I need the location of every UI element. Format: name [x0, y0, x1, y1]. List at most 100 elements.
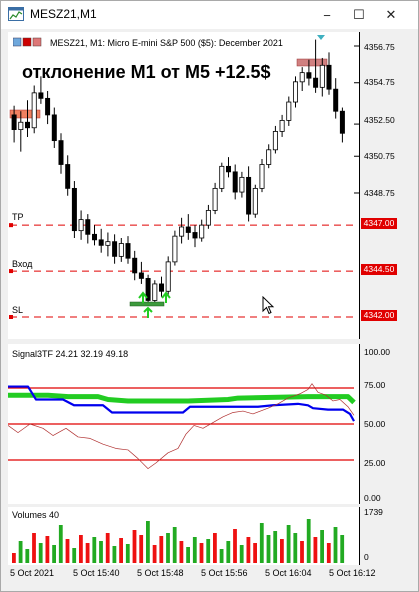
volume-bar: [320, 530, 324, 563]
volume-bar: [105, 533, 110, 563]
candle-body: [313, 77, 319, 88]
volume-bar: [199, 543, 204, 563]
candle-body: [299, 72, 305, 83]
candle-body: [279, 120, 285, 132]
volume-bar: [125, 544, 130, 563]
volume-bar: [72, 548, 77, 563]
volume-bar: [213, 533, 217, 563]
volume-bar: [166, 533, 170, 563]
candle-body: [138, 272, 144, 279]
maximize-button[interactable]: ☐: [344, 3, 374, 27]
price-chart-canvas[interactable]: [8, 32, 360, 339]
candle-body: [145, 278, 151, 301]
candle-body: [78, 219, 84, 232]
volume-bar: [65, 539, 70, 563]
candle-body: [179, 226, 185, 237]
candle-body: [105, 241, 111, 246]
volume-bar: [152, 545, 157, 563]
volume-bar: [326, 543, 331, 563]
buy-arrow-icon: [138, 291, 148, 303]
volume-bar: [52, 545, 56, 563]
volume-bar: [340, 535, 345, 563]
candle-body: [232, 171, 238, 193]
title-bar[interactable]: MESZ21,M1 − ☐ ✕: [1, 1, 418, 29]
candle-body: [152, 283, 158, 301]
volume-bar: [293, 533, 298, 563]
volume-bar: [206, 539, 211, 563]
chart-window-icon: [8, 7, 24, 21]
sl-line-label: SL: [12, 305, 24, 315]
candle-body: [185, 226, 191, 233]
candle-body: [38, 92, 44, 99]
indicator-axis-label: 50.00: [364, 419, 386, 429]
volume-bar: [192, 537, 197, 563]
time-axis-label: 5 Oct 15:56: [201, 568, 248, 578]
zone-marker-left: [9, 109, 41, 119]
candle-body: [11, 114, 17, 130]
volume-bar: [266, 535, 271, 563]
candle-body: [333, 88, 339, 112]
volume-bar: [186, 547, 190, 563]
sl-price-tag: 4342.00: [361, 310, 397, 321]
level-marker: [9, 315, 13, 319]
candle-body: [326, 64, 332, 90]
candle-body: [205, 210, 211, 226]
close-icon: ✕: [385, 7, 397, 22]
indicator-canvas[interactable]: [8, 344, 360, 504]
volume-axis-label: 1739: [364, 507, 383, 517]
candle-body: [65, 164, 71, 189]
top-marker-icon: [317, 35, 325, 40]
volume-axis-label: 0: [364, 552, 369, 562]
volume-bar: [239, 545, 244, 563]
indicator-axis-label: 75.00: [364, 380, 386, 390]
candle-body: [71, 187, 77, 232]
candle-body: [45, 97, 51, 116]
candle-body: [252, 187, 258, 215]
price-axis-label: 4356.75: [364, 42, 395, 52]
candle-body: [24, 121, 30, 129]
candle-body: [199, 224, 205, 239]
volume-bar: [333, 527, 338, 563]
candle-body: [192, 232, 198, 239]
volume-bar: [32, 533, 36, 563]
time-axis-label: 5 Oct 16:12: [329, 568, 376, 578]
zone-marker-right: [296, 58, 328, 67]
candle-body: [266, 149, 272, 165]
indicator-axis-label: 25.00: [364, 458, 386, 468]
deviation-text: отклонение M1 от M5 +12.5$: [22, 62, 271, 82]
volume-bar: [179, 541, 184, 563]
volume-bar: [273, 531, 278, 563]
candle-body: [85, 219, 91, 235]
candle-body: [212, 187, 218, 211]
volume-bar: [233, 529, 237, 563]
candle-body: [112, 241, 118, 257]
maximize-icon: ☐: [353, 7, 365, 22]
volume-bar: [38, 543, 43, 563]
tp-line-label: TP: [12, 212, 24, 222]
volume-bar: [259, 523, 264, 563]
signal-red-line: [8, 383, 355, 469]
candle-body: [292, 81, 298, 103]
price-axis-label: 4354.75: [364, 77, 395, 87]
volume-bar: [146, 521, 150, 563]
window-title: MESZ21,M1: [30, 7, 97, 21]
minimize-button[interactable]: −: [312, 3, 342, 27]
close-button[interactable]: ✕: [376, 3, 406, 27]
volume-bar: [58, 525, 63, 563]
volume-bar: [306, 519, 311, 563]
level-marker: [9, 269, 13, 274]
volume-bar: [45, 536, 50, 563]
chart-toolbar-icons: [13, 37, 42, 47]
volume-bar: [85, 543, 90, 563]
entry-price-tag: 4344.50: [361, 264, 397, 275]
indicator-axis-label: 100.00: [364, 347, 390, 357]
entry-line-label: Вход: [12, 259, 33, 269]
candle-body: [165, 261, 171, 292]
volume-bar: [112, 546, 117, 563]
tp-price-tag: 4347.00: [361, 218, 397, 229]
volumes-canvas[interactable]: [8, 507, 360, 565]
candle-body: [319, 64, 325, 88]
candle-body: [31, 92, 37, 129]
volume-bar: [119, 538, 123, 563]
mouse-cursor-icon: [262, 296, 275, 315]
